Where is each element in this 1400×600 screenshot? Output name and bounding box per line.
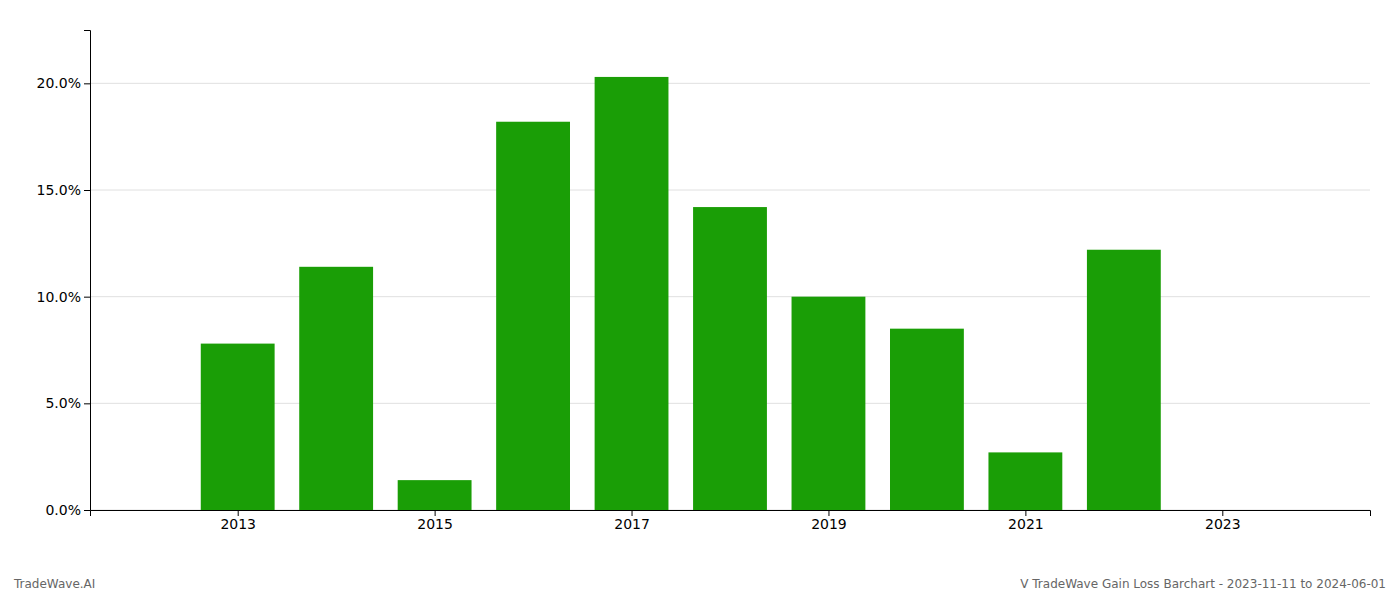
y-tick-mark <box>84 83 90 84</box>
annotations: TradeWave.AI V TradeWave Gain Loss Barcha… <box>13 577 1386 591</box>
x-tick-label: 2017 <box>614 516 650 532</box>
bars <box>201 77 1161 510</box>
bar <box>693 207 767 510</box>
bar <box>201 344 275 510</box>
bar <box>890 329 964 510</box>
x-tick-label: 2021 <box>1008 516 1044 532</box>
x-tick-label: 2013 <box>220 516 256 532</box>
y-axis: 0.0% 5.0% 10.0% 15.0% 20.0% <box>37 31 91 518</box>
x-tick: 2023 <box>1205 510 1241 532</box>
x-tick: 2015 <box>417 510 453 532</box>
y-tick-label: 10.0% <box>37 289 81 305</box>
grid-line <box>90 190 1370 191</box>
y-tick-label: 5.0% <box>45 395 81 411</box>
y-tick-mark <box>84 297 90 298</box>
grid <box>90 83 1370 510</box>
y-tick: 5.0% <box>45 395 90 411</box>
bar <box>792 297 866 510</box>
bar <box>988 452 1062 510</box>
y-tick-label: 0.0% <box>45 502 81 518</box>
y-tick-mark <box>84 190 90 191</box>
bar <box>595 77 669 510</box>
bar <box>496 122 570 510</box>
chart-svg: 2013 2015 2017 2019 2021 2023 0.0% 5.0% 10.0% 15.… <box>0 0 1400 600</box>
y-tick: 20.0% <box>37 75 90 91</box>
x-tick: 2013 <box>220 510 256 532</box>
x-tick-label: 2019 <box>811 516 847 532</box>
x-tick-label: 2023 <box>1205 516 1241 532</box>
footer-left: TradeWave.AI <box>13 577 95 591</box>
x-tick: 2017 <box>614 510 650 532</box>
y-tick-label: 15.0% <box>37 182 81 198</box>
x-axis: 2013 2015 2017 2019 2021 2023 <box>91 510 1371 532</box>
x-axis-line <box>91 511 1371 517</box>
y-tick-label: 20.0% <box>37 75 81 91</box>
y-tick: 15.0% <box>37 182 90 198</box>
x-tick-label: 2015 <box>417 516 453 532</box>
x-tick: 2019 <box>811 510 847 532</box>
footer-right: V TradeWave Gain Loss Barchart - 2023-11… <box>1020 577 1386 591</box>
bar <box>398 480 472 510</box>
bar <box>1087 250 1161 510</box>
plot-area: 2013 2015 2017 2019 2021 2023 0.0% 5.0% 10.0% 15.… <box>37 31 1371 532</box>
y-tick: 10.0% <box>37 289 90 305</box>
grid-line <box>90 83 1370 84</box>
bar <box>299 267 373 510</box>
chart-container: 2013 2015 2017 2019 2021 2023 0.0% 5.0% 10.0% 15.… <box>0 0 1400 600</box>
y-tick: 0.0% <box>45 502 90 518</box>
y-axis-line <box>84 31 91 511</box>
y-tick-mark <box>84 403 90 404</box>
x-tick: 2021 <box>1008 510 1044 532</box>
y-tick-mark <box>84 510 90 511</box>
